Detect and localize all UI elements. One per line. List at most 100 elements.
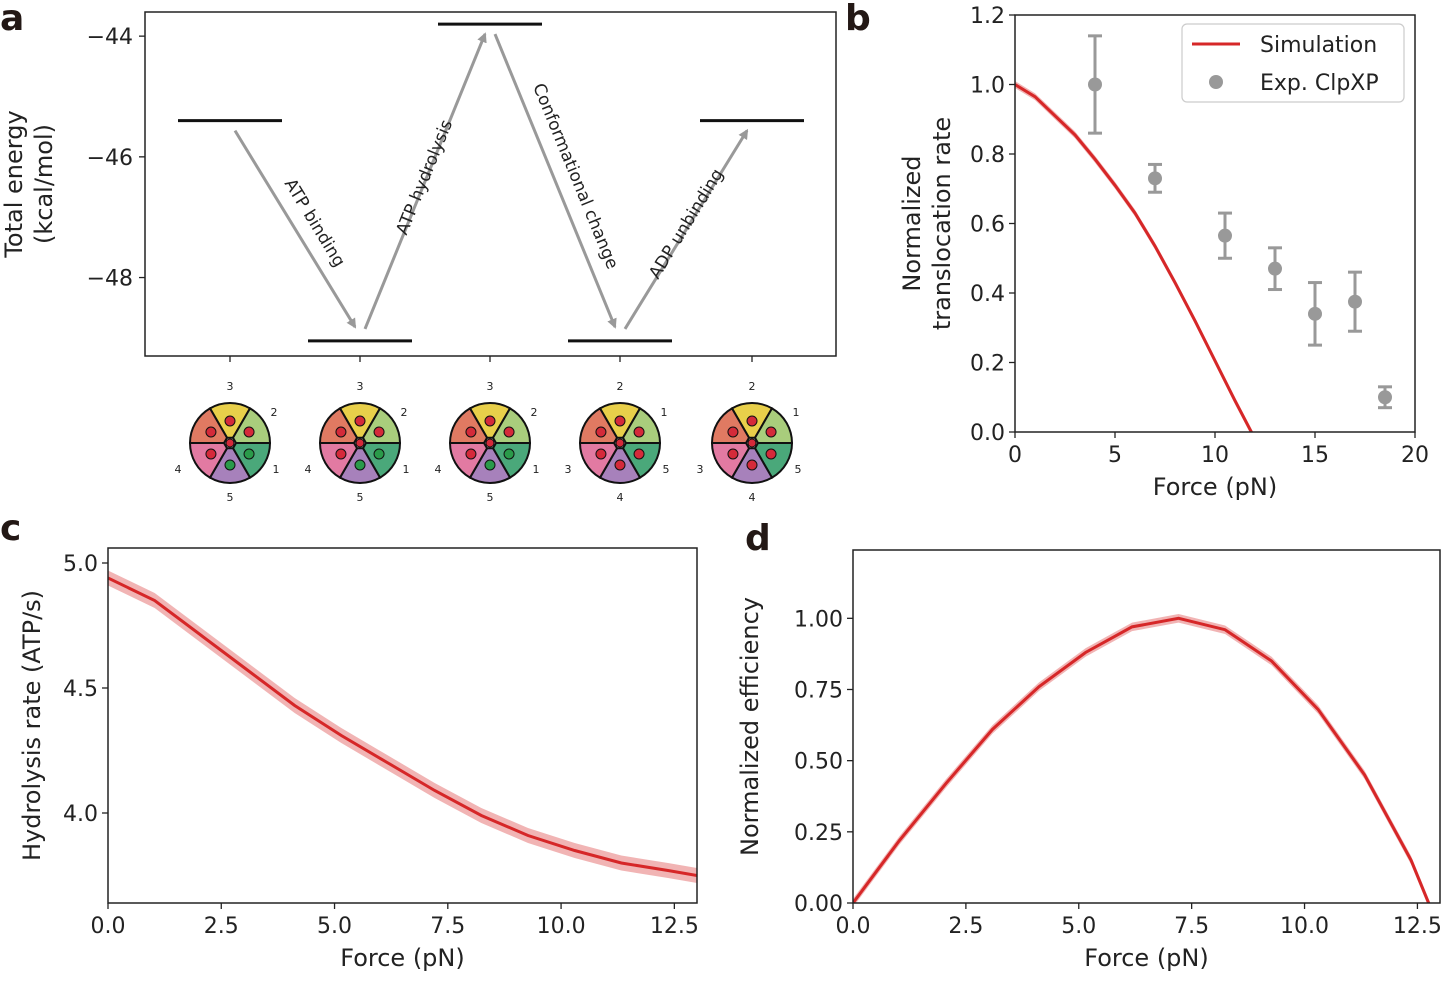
hexamer-schematic: 3 2 1 5 4 (435, 380, 540, 504)
series-band (1015, 81, 1254, 432)
y-tick-label: 1.2 (970, 4, 1005, 29)
nucleotide (465, 448, 477, 460)
nucleotide (354, 415, 366, 427)
data-point (1088, 77, 1102, 92)
panel-b: 0 5 10 15 20 0.0 0.2 0.4 0.6 0.8 1.0 1.2 Force (pN) N… (898, 4, 1429, 501)
y-tick-label: 0.00 (794, 892, 843, 917)
transition-arrow (233, 129, 357, 329)
data-point (1308, 306, 1322, 321)
subunit-number: 1 (661, 406, 668, 419)
nucleotide (765, 426, 777, 438)
x-tick-label: 5.0 (1061, 914, 1096, 939)
legend-marker-swatch (1209, 75, 1223, 89)
hexamer-schematic: 2 1 5 4 3 (565, 380, 670, 504)
nucleotide (484, 415, 496, 427)
y-axis-label: Hydrolysis rate (ATP/s) (18, 590, 46, 861)
series-band (853, 614, 1431, 903)
series-line (108, 576, 697, 877)
nucleotide (633, 448, 645, 460)
y-tick-label: 0.6 (970, 213, 1005, 238)
x-tick-label: 0.0 (91, 914, 126, 939)
subunit-number: 4 (175, 463, 182, 476)
subunit-number: 1 (273, 463, 280, 476)
nucleotide (205, 448, 217, 460)
subunit-number: 3 (227, 380, 234, 393)
y-axis-label: Normalized efficiency (736, 597, 764, 856)
series-line (853, 616, 1431, 903)
panel-d: 0.0 2.5 5.0 7.5 10.0 12.5 0.00 0.25 0.50 0.75 1.00… (736, 549, 1442, 972)
hexamer-schematic: 2 1 5 4 3 (697, 380, 802, 504)
panel-c: 0.0 2.5 5.0 7.5 10.0 12.5 4.0 4.5 5.0 Force (pN) H… (18, 547, 699, 972)
transition-arrow (493, 33, 617, 329)
subunit-number: 4 (749, 491, 756, 504)
nucleotide (727, 448, 739, 460)
nucleotide (224, 415, 236, 427)
hexamer-schematic: 3 2 1 5 4 (175, 380, 280, 504)
x-tick-label: 10.0 (537, 914, 586, 939)
nucleotide (727, 426, 739, 438)
transition-label: ATP hydrolysis (393, 117, 458, 238)
x-tick-label: 5 (1108, 443, 1122, 468)
x-tick-label: 12.5 (650, 914, 699, 939)
panel-label-a: a (0, 0, 24, 39)
nucleotide (503, 426, 515, 438)
transition-label: ADP unbinding (645, 165, 728, 282)
pore (615, 438, 625, 448)
panel-label-b: b (845, 0, 871, 39)
y-axis-label-line2: translocation rate (928, 117, 956, 330)
subunit-number: 5 (357, 491, 364, 504)
data-point (1148, 171, 1162, 186)
nucleotide (746, 415, 758, 427)
pore (485, 438, 495, 448)
nucleotide (503, 448, 515, 460)
nucleotide (335, 448, 347, 460)
y-axis-label-line1: Normalized (898, 155, 926, 291)
subunit-number: 2 (271, 406, 278, 419)
subunit-number: 3 (357, 380, 364, 393)
y-tick-label: 0.75 (794, 678, 843, 703)
transition-arrow (363, 32, 487, 330)
transition-arrow (623, 128, 749, 330)
nucleotide (373, 448, 385, 460)
nucleotide (614, 459, 626, 471)
subunit-number: 4 (305, 463, 312, 476)
data-point (1348, 294, 1362, 309)
subunit-number: 3 (487, 380, 494, 393)
pore (225, 438, 235, 448)
nucleotide (746, 459, 758, 471)
nucleotide (633, 426, 645, 438)
subunit-number: 3 (697, 463, 704, 476)
x-tick-label: 15 (1301, 443, 1329, 468)
subunit (448, 406, 489, 444)
nucleotide (595, 448, 607, 460)
y-tick-label: −46 (87, 146, 133, 171)
y-tick-label: 0.4 (970, 282, 1005, 307)
y-tick-label: −48 (87, 267, 133, 292)
nucleotide (205, 426, 217, 438)
nucleotide (243, 448, 255, 460)
subunit-number: 2 (749, 380, 756, 393)
panel-label-d: d (745, 518, 771, 559)
nucleotide (354, 459, 366, 471)
subunit-number: 3 (565, 463, 572, 476)
subunit-number: 5 (663, 463, 670, 476)
subunit-number: 2 (531, 406, 538, 419)
subunit (578, 406, 619, 444)
subunit-number: 2 (401, 406, 408, 419)
data-point (1378, 390, 1392, 405)
nucleotide (335, 426, 347, 438)
x-tick-label: 20 (1401, 443, 1429, 468)
x-tick-label: 2.5 (204, 914, 239, 939)
pore (355, 438, 365, 448)
nucleotide (243, 426, 255, 438)
y-tick-label: 0.50 (794, 750, 843, 775)
y-tick-label: 0.8 (970, 143, 1005, 168)
nucleotide (465, 426, 477, 438)
subunit-number: 4 (435, 463, 442, 476)
x-tick-label: 12.5 (1393, 914, 1442, 939)
subunit (188, 406, 229, 444)
subunit-number: 5 (227, 491, 234, 504)
panel-label-c: c (0, 508, 21, 549)
subunit-number: 5 (795, 463, 802, 476)
